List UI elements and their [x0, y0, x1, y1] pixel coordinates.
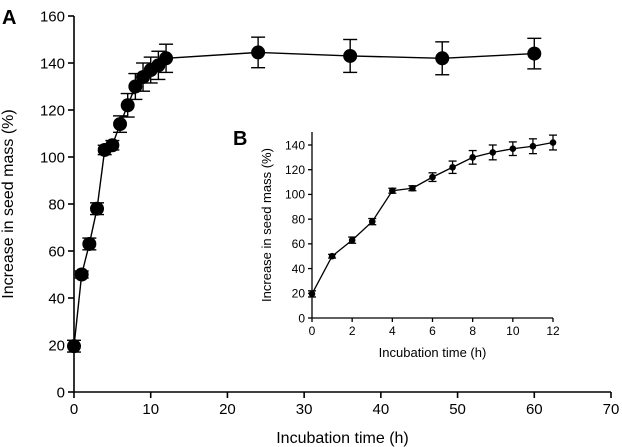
- b-x-tick-label: 2: [349, 324, 356, 338]
- b-data-point: [469, 154, 476, 161]
- b-y-tick-label: 0: [298, 311, 305, 325]
- b-x-axis-label: Incubation time (h): [379, 345, 487, 360]
- a-data-point: [105, 138, 120, 153]
- a-y-tick-label: 60: [48, 243, 65, 260]
- a-data-point: [251, 45, 266, 60]
- b-data-point: [389, 187, 396, 195]
- b-y-tick-label: 140: [285, 138, 305, 152]
- b-x-tick-label: 4: [389, 324, 396, 338]
- a-y-axis-label: Increase in seed mass (%): [0, 109, 17, 298]
- b-y-tick-label: 20: [292, 287, 306, 301]
- b-y-axis-label: Increase in seed mass (%): [259, 148, 274, 302]
- b-x-tick-label: 0: [309, 324, 316, 338]
- b-data-point: [429, 173, 436, 181]
- b-data-point: [368, 218, 376, 225]
- b-data-point: [489, 149, 497, 156]
- b-series-line: [311, 141, 554, 295]
- a-data-point: [128, 79, 143, 94]
- a-data-point: [159, 51, 174, 66]
- b-x-tick-label: 6: [429, 324, 436, 338]
- panel-a-letter: A: [2, 7, 16, 29]
- a-data-point: [82, 236, 97, 251]
- a-y-tick-label: 0: [57, 384, 65, 401]
- a-y-tick-label: 80: [48, 196, 65, 213]
- a-data-point: [435, 51, 450, 66]
- a-x-tick-label: 20: [219, 401, 236, 418]
- b-data-point: [549, 139, 557, 146]
- a-y-tick-label: 140: [40, 55, 65, 72]
- a-data-point: [74, 267, 89, 282]
- a-x-axis-label: Incubation time (h): [276, 430, 409, 447]
- a-y-tick-label: 100: [40, 149, 65, 166]
- panel-b-letter: B: [233, 128, 247, 150]
- panel-b: B 0 2 4 6 8 10 12020406080100120140Incubation …: [233, 128, 560, 360]
- a-x-tick-label: 70: [603, 401, 620, 418]
- a-x-tick-label: 60: [526, 401, 543, 418]
- a-data-point: [90, 201, 105, 216]
- b-x-tick-label: 10: [506, 324, 520, 338]
- a-x-tick-label: 0: [70, 401, 78, 418]
- b-data-point: [308, 290, 316, 298]
- a-x-tick-label: 50: [449, 401, 466, 418]
- panel-a: A 0 10 20 30 40 50 60 70020406080100120140160In…: [0, 7, 619, 447]
- b-data-point: [449, 163, 456, 171]
- b-y-tick-label: 100: [285, 188, 305, 202]
- b-data-point: [509, 145, 517, 153]
- a-data-point: [120, 98, 135, 113]
- a-y-tick-label: 20: [48, 337, 65, 354]
- a-data-point: [343, 48, 358, 63]
- a-data-point: [527, 46, 542, 61]
- a-data-point: [113, 117, 128, 132]
- b-data-point: [328, 252, 336, 260]
- b-data-point: [348, 236, 356, 244]
- b-data-point: [529, 142, 537, 150]
- b-x-tick-label: 8: [469, 324, 476, 338]
- b-y-tick-label: 60: [292, 237, 306, 251]
- a-x-tick-label: 30: [296, 401, 313, 418]
- a-y-tick-label: 160: [40, 8, 65, 25]
- b-x-tick-label: 12: [546, 324, 560, 338]
- b-data-point: [409, 184, 416, 192]
- b-y-tick-label: 120: [285, 163, 305, 177]
- a-x-tick-label: 40: [373, 401, 390, 418]
- b-y-tick-label: 80: [292, 212, 306, 226]
- a-y-tick-label: 120: [40, 102, 65, 119]
- a-x-tick-label: 10: [142, 401, 159, 418]
- a-y-tick-label: 40: [48, 290, 65, 307]
- b-y-tick-label: 40: [292, 262, 306, 276]
- a-data-point: [67, 339, 81, 354]
